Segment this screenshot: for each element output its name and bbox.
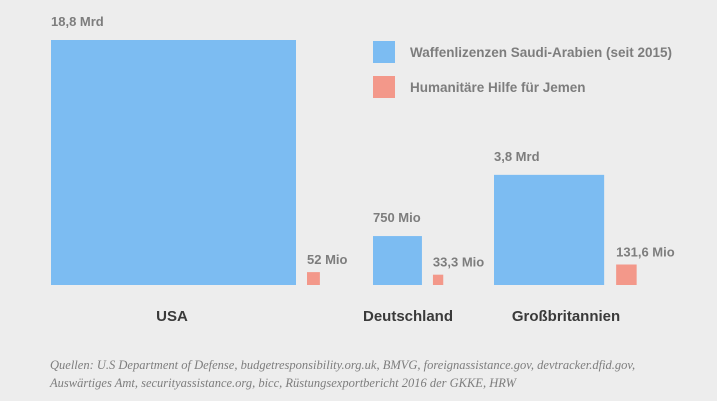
source-line-1: Quellen: U.S Department of Defense, budg… [50,358,636,372]
legend-label-humanitarian-aid: Humanitäre Hilfe für Jemen [410,79,586,95]
source-note: Quellen: U.S Department of Defense, budg… [50,356,690,392]
value-label-arms-1: 750 Mio [373,210,421,225]
legend-swatch-arms-licenses [373,41,395,63]
value-label-arms-0: 18,8 Mrd [51,14,104,29]
legend-swatch-humanitarian-aid [373,76,395,98]
square-arms-0 [51,40,296,285]
value-label-aid-2: 131,6 Mio [616,245,675,260]
legend: Waffenlizenzen Saudi-Arabien (seit 2015)… [373,41,672,111]
legend-label-arms-licenses: Waffenlizenzen Saudi-Arabien (seit 2015) [410,44,673,60]
square-aid-2 [616,264,637,285]
square-arms-2 [494,174,605,285]
legend-item-humanitarian-aid: Humanitäre Hilfe für Jemen [373,76,672,98]
source-line-2: Auswärtiges Amt, securityassistance.org,… [50,376,517,390]
category-label-2: Großbritannien [512,308,620,325]
square-arms-1 [373,236,422,285]
legend-item-arms-licenses: Waffenlizenzen Saudi-Arabien (seit 2015) [373,41,672,63]
value-label-arms-2: 3,8 Mrd [494,149,540,164]
value-label-aid-0: 52 Mio [307,252,348,267]
category-label-0: USA [156,308,188,325]
category-label-1: Deutschland [363,308,453,325]
square-aid-0 [307,272,320,285]
square-aid-1 [432,274,444,285]
value-label-aid-1: 33,3 Mio [433,255,484,270]
